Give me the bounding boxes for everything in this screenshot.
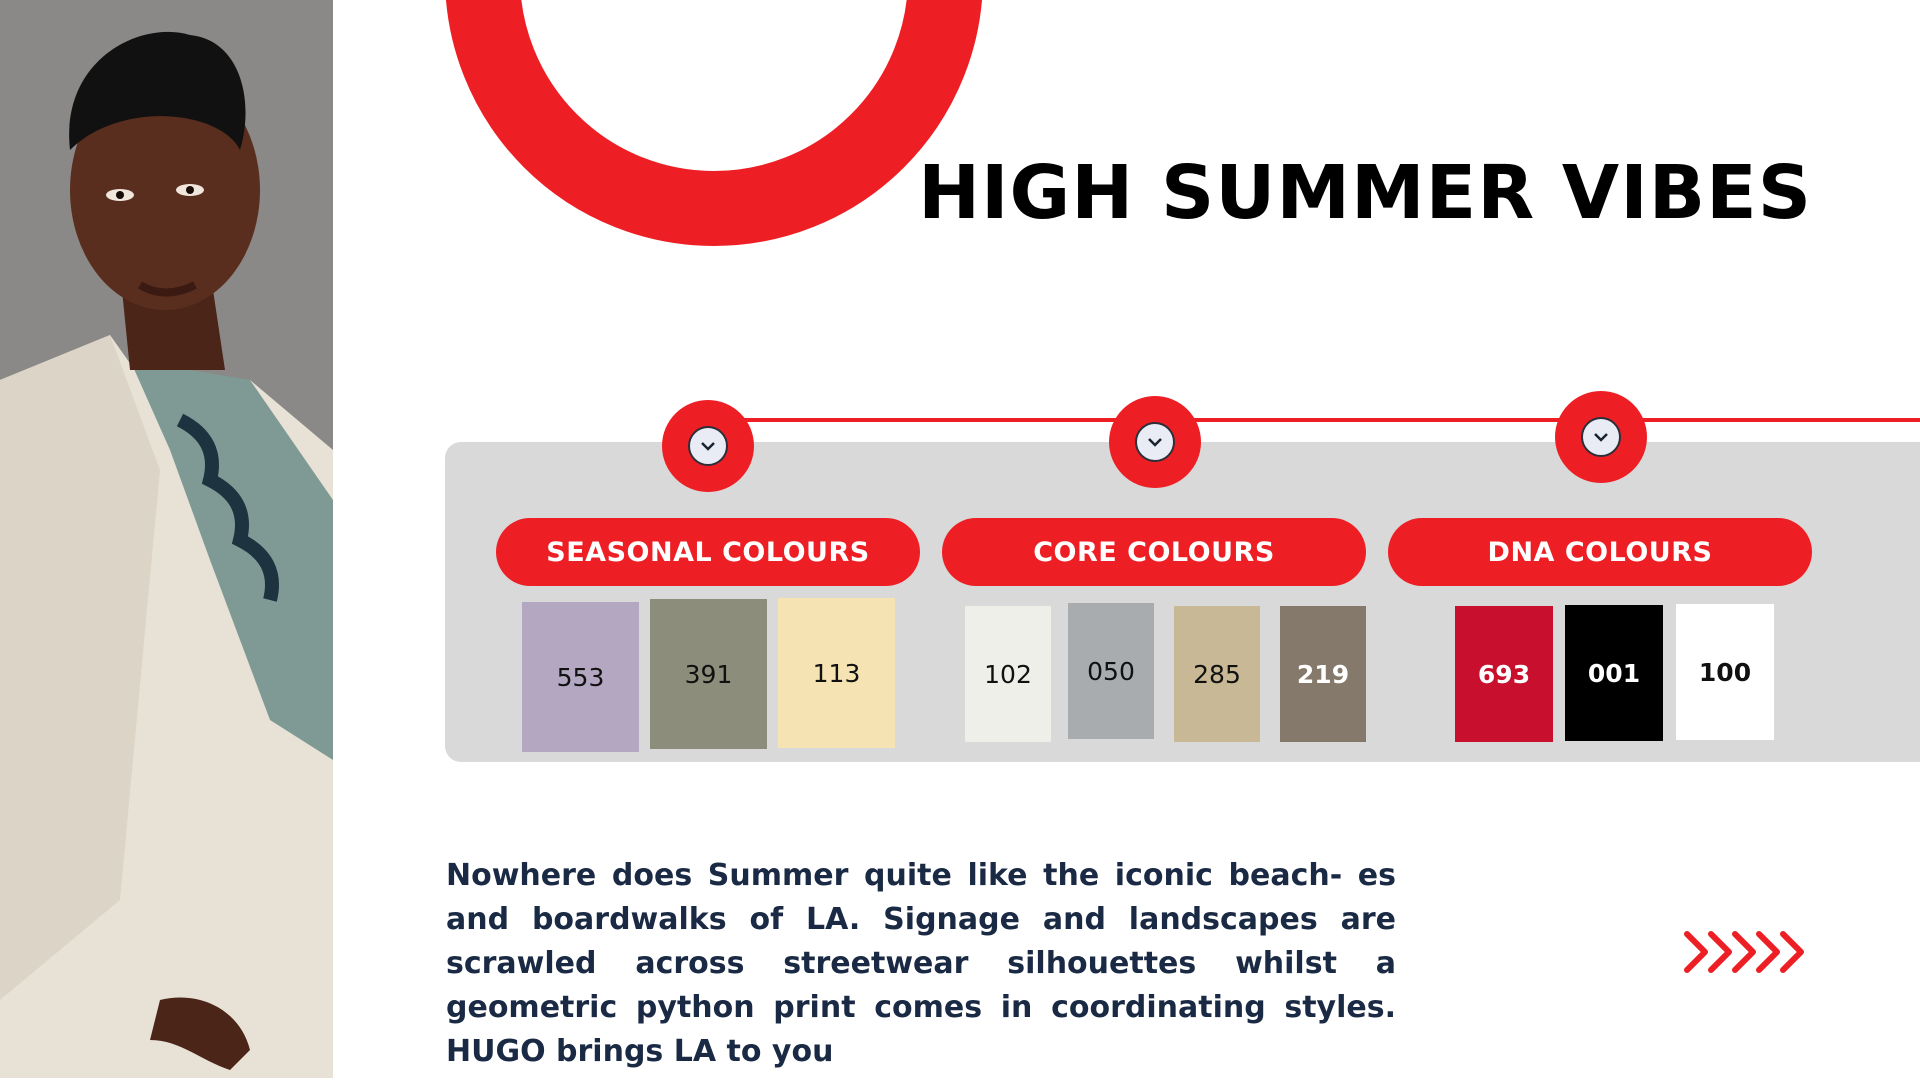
swatch-code: 100 bbox=[1698, 657, 1752, 687]
swatch-553: 553 bbox=[522, 602, 639, 752]
model-illustration bbox=[0, 0, 333, 1078]
chevron-right-icon[interactable] bbox=[1683, 930, 1813, 974]
dna-node[interactable] bbox=[1555, 391, 1647, 483]
seasonal-colours-label: SEASONAL COLOURS bbox=[496, 518, 920, 586]
swatch-100: 100 bbox=[1676, 604, 1774, 740]
page-title: HIGH SUMMER VIBES bbox=[918, 150, 1812, 236]
swatch-693: 693 bbox=[1455, 606, 1553, 742]
seasonal-node[interactable] bbox=[662, 400, 754, 492]
core-colours-label: CORE COLOURS bbox=[942, 518, 1366, 586]
chevron-down-icon bbox=[1581, 417, 1621, 457]
swatch-001: 001 bbox=[1565, 605, 1663, 741]
swatch-code: 391 bbox=[684, 659, 733, 689]
core-node[interactable] bbox=[1109, 396, 1201, 488]
swatch-code: 102 bbox=[984, 659, 1032, 689]
dna-colours-label: DNA COLOURS bbox=[1388, 518, 1812, 586]
swatch-219: 219 bbox=[1280, 606, 1366, 742]
swatch-code: 113 bbox=[812, 658, 861, 688]
description-text: Nowhere does Summer quite like the iconi… bbox=[446, 858, 1396, 1069]
swatch-code: 050 bbox=[1087, 656, 1135, 686]
swatch-code: 553 bbox=[556, 662, 605, 692]
swatch-code: 001 bbox=[1587, 658, 1641, 688]
swatch-285: 285 bbox=[1174, 606, 1260, 742]
swatch-050: 050 bbox=[1068, 603, 1154, 739]
swatch-code: 693 bbox=[1477, 659, 1531, 689]
connector-line bbox=[708, 418, 1920, 422]
swatch-113: 113 bbox=[778, 598, 895, 748]
swatch-code: 219 bbox=[1296, 659, 1350, 689]
swatch-102: 102 bbox=[965, 606, 1051, 742]
decorative-ring bbox=[445, 0, 983, 246]
swatch-391: 391 bbox=[650, 599, 767, 749]
chevron-down-icon bbox=[1135, 422, 1175, 462]
swatch-code: 285 bbox=[1193, 659, 1241, 689]
model-photo bbox=[0, 0, 333, 1078]
chevron-down-icon bbox=[688, 426, 728, 466]
